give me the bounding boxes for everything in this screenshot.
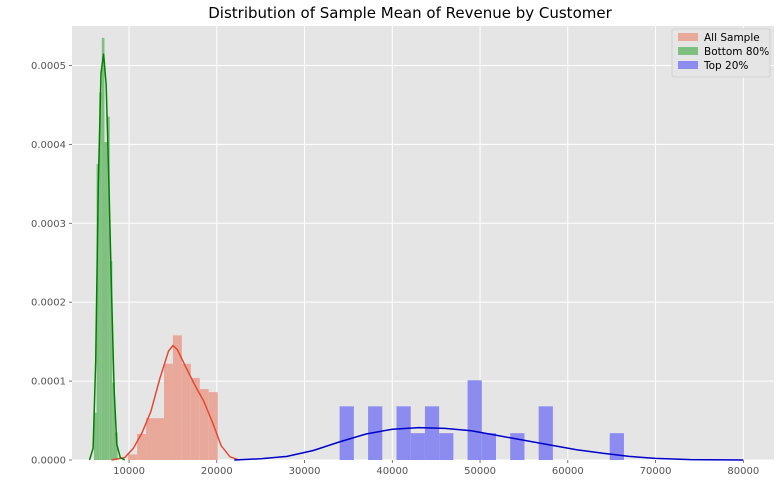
histogram-bar xyxy=(190,377,200,460)
x-tick-label: 60000 xyxy=(552,466,584,477)
chart-title: Distribution of Sample Mean of Revenue b… xyxy=(208,4,612,22)
legend-swatch xyxy=(678,33,698,41)
histogram-bar xyxy=(510,433,525,460)
histogram-bar xyxy=(128,454,138,460)
x-tick-label: 20000 xyxy=(201,466,233,477)
histogram-bar xyxy=(467,380,482,460)
histogram-bar xyxy=(410,433,425,460)
histogram-bar xyxy=(112,382,115,460)
y-tick-label: 0.0002 xyxy=(31,298,66,309)
histogram-bar xyxy=(114,432,118,460)
histogram-bar xyxy=(396,406,411,460)
legend-swatch xyxy=(678,47,698,55)
legend: All Sample Bottom 80% Top 20% xyxy=(671,28,771,78)
histogram-bar xyxy=(137,433,147,460)
histogram-bar xyxy=(368,406,383,460)
histogram-bar xyxy=(439,433,454,460)
histogram-bar xyxy=(199,388,209,460)
histogram-bar xyxy=(481,433,497,460)
y-tick-label: 0.0000 xyxy=(31,456,66,467)
histogram-bar xyxy=(96,164,100,460)
histogram-bar xyxy=(163,363,173,460)
histogram-bar xyxy=(146,418,156,460)
histogram-bar xyxy=(101,37,105,460)
y-axis: 0.0000 0.0001 0.0002 0.0003 0.0004 0.0005 xyxy=(31,61,72,467)
y-tick-label: 0.0005 xyxy=(31,61,66,72)
legend-label: Bottom 80% xyxy=(704,46,769,58)
x-tick-label: 30000 xyxy=(289,466,321,477)
kde-line xyxy=(234,426,744,461)
legend-swatch xyxy=(678,61,698,69)
histogram-bar xyxy=(181,363,191,460)
y-tick-label: 0.0001 xyxy=(31,377,66,388)
legend-label: Top 20% xyxy=(703,60,748,72)
y-tick-label: 0.0004 xyxy=(31,140,66,151)
x-tick-label: 80000 xyxy=(727,466,759,477)
x-tick-label: 10000 xyxy=(113,466,145,477)
histogram-bar xyxy=(104,141,108,460)
histogram-bar xyxy=(109,261,113,460)
kde-line xyxy=(111,344,239,461)
histogram-bar xyxy=(424,406,440,460)
histogram-bar xyxy=(172,335,182,460)
x-tick-label: 40000 xyxy=(376,466,408,477)
y-tick-label: 0.0003 xyxy=(31,219,66,230)
kde-curves xyxy=(88,53,744,461)
x-tick-label: 50000 xyxy=(464,466,496,477)
histogram-bar xyxy=(99,92,102,461)
histogram-bar xyxy=(155,418,164,460)
histogram-bar xyxy=(93,412,97,460)
legend-label: All Sample xyxy=(704,32,760,44)
histogram-bar xyxy=(538,406,553,460)
histogram-bar xyxy=(107,116,110,460)
x-axis: 10000 20000 30000 40000 50000 60000 70000 80000 xyxy=(113,460,759,477)
kde-line xyxy=(88,53,126,461)
histogram-bar xyxy=(609,433,624,460)
histogram-bar xyxy=(339,406,354,460)
x-tick-label: 70000 xyxy=(640,466,672,477)
